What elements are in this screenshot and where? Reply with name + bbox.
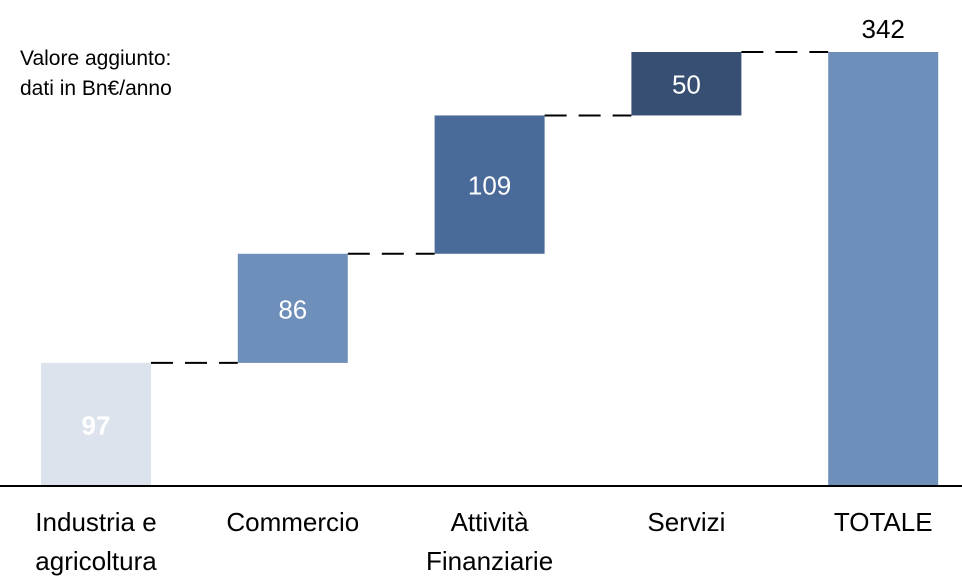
annotation: Valore aggiunto: dati in Bn€/anno xyxy=(20,47,172,100)
x-tick-label: Servizi xyxy=(647,507,726,537)
x-tick-label: Industria e agricoltura xyxy=(35,507,157,576)
value-label: 86 xyxy=(278,294,307,324)
bar xyxy=(828,52,939,486)
bar xyxy=(237,253,348,363)
x-tick-label: Commercio xyxy=(226,507,360,537)
x-tick-label: TOTALE xyxy=(833,507,933,537)
value-label: 50 xyxy=(672,70,701,100)
value-label: 109 xyxy=(468,171,511,201)
bar xyxy=(631,52,742,116)
x-tick-label: Attività Finanziarie xyxy=(426,507,554,576)
value-label: 342 xyxy=(862,14,905,44)
bar xyxy=(434,115,545,254)
bar xyxy=(41,362,151,486)
value-label: 97 xyxy=(82,410,111,440)
